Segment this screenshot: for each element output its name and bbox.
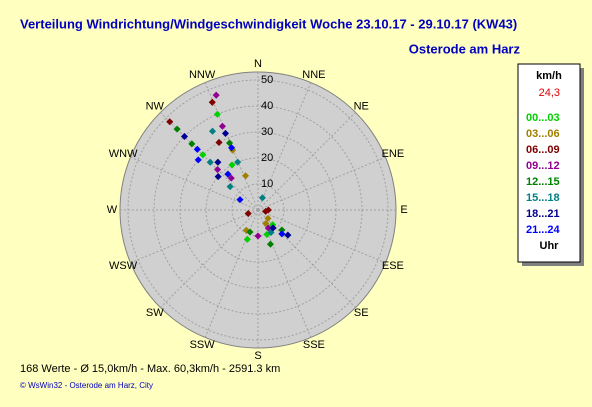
legend-value: 24,3	[539, 87, 560, 99]
point	[264, 224, 272, 232]
point	[215, 138, 223, 146]
legend-title: km/h	[536, 70, 562, 82]
point	[226, 183, 234, 191]
legend-entry: 18...21	[526, 208, 560, 220]
point	[236, 196, 244, 204]
spoke	[130, 209, 259, 264]
direction-label: ENE	[382, 148, 405, 160]
spoke	[257, 209, 312, 338]
spoke	[204, 209, 259, 338]
point	[214, 173, 222, 181]
point	[244, 210, 252, 218]
direction-label: SE	[354, 307, 369, 319]
grid-ring	[153, 105, 363, 315]
point	[214, 166, 222, 174]
point	[218, 122, 226, 130]
point	[258, 194, 266, 202]
point	[278, 226, 286, 234]
point	[284, 231, 292, 239]
direction-label: SW	[146, 307, 164, 319]
grid-ring	[127, 79, 389, 341]
direction-label: W	[107, 204, 118, 216]
point	[278, 230, 286, 238]
legend-box	[517, 63, 581, 263]
point	[262, 219, 270, 228]
direction-label: NE	[354, 101, 369, 113]
point	[228, 161, 236, 169]
spoke	[257, 112, 356, 211]
direction-label: NNW	[189, 69, 216, 81]
direction-label: E	[400, 204, 407, 216]
point	[221, 129, 230, 137]
r-tick-label: 30	[261, 126, 273, 138]
legend-entry: 06...09	[526, 144, 560, 156]
legend-entry: 09...12	[526, 160, 560, 172]
point	[213, 110, 221, 118]
point	[266, 240, 274, 248]
point	[242, 172, 250, 180]
legend-footer: Uhr	[540, 240, 560, 252]
point	[246, 228, 254, 236]
point	[208, 98, 216, 106]
spoke	[160, 209, 259, 308]
direction-label: ESE	[382, 260, 404, 272]
r-tick-label: 20	[261, 152, 273, 164]
chart-subtitle: Osterode am Harz	[409, 41, 521, 56]
spoke	[257, 209, 386, 264]
direction-label: S	[254, 350, 261, 362]
spoke	[130, 156, 259, 211]
legend-entry: 15...18	[526, 192, 560, 204]
r-tick-label: 50	[261, 74, 273, 86]
point	[208, 127, 217, 135]
point	[214, 158, 222, 166]
copyright: © WsWin32 - Osterode am Harz, City	[20, 381, 153, 390]
point	[193, 145, 201, 153]
legend-entry: 21...24	[526, 224, 561, 236]
legend-entry: 12...15	[526, 176, 560, 188]
point	[199, 151, 207, 159]
point	[228, 144, 236, 152]
grid-ring	[179, 131, 337, 289]
point	[243, 235, 251, 243]
point	[212, 91, 220, 99]
point	[173, 125, 181, 133]
legend-entry: 03...06	[526, 128, 560, 140]
footer: 168 Werte - Ø 15,0km/h - Max. 60,3km/h -…	[20, 363, 280, 375]
point	[188, 140, 196, 148]
r-tick-label: 10	[261, 178, 273, 190]
point	[254, 232, 262, 240]
point	[166, 118, 174, 126]
point	[180, 132, 188, 140]
direction-label: SSW	[190, 339, 216, 351]
r-tick-label: 40	[261, 100, 273, 112]
spoke	[257, 82, 312, 211]
direction-label: NNE	[302, 69, 325, 81]
point	[227, 174, 235, 182]
chart-title: Verteilung Windrichtung/Windgeschwindigk…	[20, 16, 517, 31]
point	[206, 158, 214, 166]
direction-label: N	[254, 58, 262, 70]
point	[269, 224, 277, 232]
direction-label: WSW	[109, 260, 138, 272]
legend-entry: 00...03	[526, 112, 560, 124]
point	[264, 206, 272, 214]
direction-label: SSE	[303, 339, 325, 351]
point	[264, 214, 272, 222]
direction-label: NW	[146, 101, 165, 113]
point	[234, 158, 242, 166]
spoke	[257, 156, 386, 211]
grid-ring	[205, 157, 311, 263]
spoke	[257, 209, 356, 308]
point	[194, 156, 202, 164]
point	[224, 170, 232, 178]
direction-label: WNW	[109, 148, 138, 160]
